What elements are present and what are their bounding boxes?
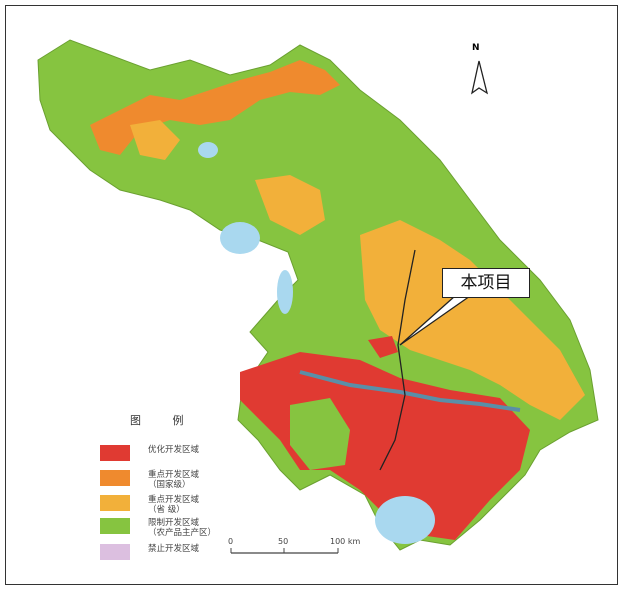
project-line (379, 249, 416, 471)
legend-item: 禁止开发区域 (100, 544, 400, 564)
project-callout: 本项目 (442, 268, 530, 298)
taihu-lake (375, 496, 435, 544)
provincial-key-zone-mid (255, 175, 325, 235)
legend-item: 重点开发区域 （国家级） (100, 470, 400, 490)
north-label: N (472, 43, 480, 53)
legend-item: 限制开发区域 （农产品主产区） (100, 518, 400, 538)
scale-label: 50 (278, 537, 289, 546)
provincial-key-zone-east (360, 220, 585, 420)
scale-label: 0 (228, 537, 234, 546)
gaoyou-lake (277, 270, 293, 314)
hongze-lake (220, 222, 260, 254)
north-arrow-icon (471, 60, 489, 95)
map-frame (5, 5, 618, 585)
national-key-zone-north (90, 60, 340, 155)
optimized-zone-south (240, 352, 530, 540)
optimized-zone-yangzhou (368, 336, 398, 358)
provincial-key-zone-nw (130, 120, 180, 160)
callout-pointer (399, 295, 471, 346)
legend-title: 图 例 (130, 414, 198, 427)
restricted-zone-inner (290, 398, 350, 470)
luoma-lake (198, 142, 218, 158)
yangtze-river (299, 370, 521, 412)
scale-label: 100 km (330, 537, 361, 546)
legend-item: 重点开发区域 （省 级） (100, 495, 400, 515)
legend-item: 优化开发区域 (100, 445, 400, 465)
